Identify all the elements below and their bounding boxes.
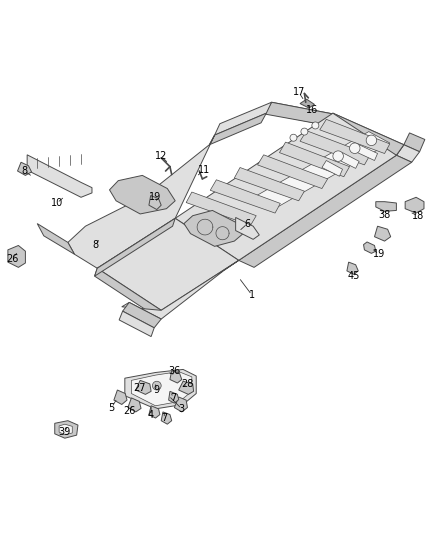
Polygon shape	[300, 131, 370, 165]
Polygon shape	[186, 192, 256, 225]
Polygon shape	[18, 162, 32, 175]
Polygon shape	[125, 369, 196, 409]
Polygon shape	[149, 406, 160, 418]
Polygon shape	[234, 167, 304, 201]
Text: 4: 4	[148, 410, 154, 421]
Circle shape	[312, 122, 319, 129]
Text: 18: 18	[412, 211, 424, 221]
Polygon shape	[179, 381, 194, 394]
Circle shape	[152, 381, 161, 390]
Text: 12: 12	[155, 151, 167, 161]
Polygon shape	[356, 145, 378, 160]
Circle shape	[301, 128, 308, 135]
Polygon shape	[136, 381, 151, 394]
Polygon shape	[122, 260, 239, 319]
Circle shape	[350, 143, 360, 154]
Polygon shape	[210, 180, 280, 213]
Text: 10: 10	[51, 198, 63, 208]
Polygon shape	[320, 119, 390, 154]
Polygon shape	[55, 421, 78, 438]
Text: 7: 7	[161, 414, 167, 424]
Text: 26: 26	[123, 406, 135, 416]
Text: 28: 28	[181, 379, 194, 389]
Polygon shape	[266, 102, 334, 125]
Text: 8: 8	[92, 240, 99, 251]
Text: 8: 8	[21, 166, 27, 176]
Polygon shape	[123, 302, 161, 328]
Text: 11: 11	[198, 165, 210, 175]
Text: 26: 26	[6, 254, 18, 264]
Polygon shape	[114, 390, 127, 405]
Polygon shape	[300, 99, 314, 108]
Text: 45: 45	[348, 271, 360, 281]
Polygon shape	[27, 155, 92, 197]
Text: 19: 19	[373, 249, 385, 259]
Text: 3: 3	[179, 404, 185, 414]
Text: 27: 27	[133, 383, 145, 393]
Polygon shape	[279, 142, 350, 177]
Text: 16: 16	[306, 104, 318, 115]
Polygon shape	[265, 102, 334, 125]
Text: 17: 17	[293, 87, 305, 97]
Polygon shape	[161, 412, 172, 424]
Polygon shape	[209, 113, 266, 145]
Polygon shape	[258, 155, 328, 189]
Text: 19: 19	[149, 192, 162, 203]
Polygon shape	[239, 155, 412, 268]
Polygon shape	[149, 196, 161, 209]
Polygon shape	[68, 135, 215, 268]
Polygon shape	[325, 113, 404, 155]
Text: 39: 39	[59, 427, 71, 437]
Text: 6: 6	[244, 219, 251, 229]
Polygon shape	[37, 223, 74, 254]
Polygon shape	[396, 145, 420, 162]
Text: 38: 38	[378, 210, 391, 220]
Text: 7: 7	[170, 393, 176, 403]
Polygon shape	[175, 113, 396, 260]
Polygon shape	[95, 219, 175, 276]
Polygon shape	[405, 197, 424, 213]
Polygon shape	[364, 242, 376, 253]
Polygon shape	[325, 113, 404, 155]
Polygon shape	[322, 160, 343, 176]
Text: 9: 9	[154, 385, 160, 395]
Polygon shape	[404, 133, 425, 152]
Polygon shape	[59, 424, 72, 435]
Text: 36: 36	[168, 366, 180, 376]
Polygon shape	[110, 175, 175, 214]
Polygon shape	[376, 201, 396, 211]
Polygon shape	[338, 152, 359, 168]
Circle shape	[290, 134, 297, 141]
Polygon shape	[374, 226, 391, 241]
Circle shape	[333, 151, 343, 161]
Polygon shape	[128, 398, 141, 412]
Circle shape	[366, 135, 377, 146]
Text: 1: 1	[249, 290, 255, 300]
Polygon shape	[170, 371, 182, 383]
Polygon shape	[251, 132, 390, 211]
Polygon shape	[169, 391, 179, 403]
Polygon shape	[184, 211, 243, 246]
Polygon shape	[174, 397, 187, 412]
Polygon shape	[119, 311, 154, 336]
Polygon shape	[215, 102, 272, 135]
Text: 5: 5	[109, 402, 115, 413]
Polygon shape	[95, 268, 161, 318]
Polygon shape	[347, 262, 358, 274]
Polygon shape	[8, 246, 25, 268]
Polygon shape	[131, 372, 192, 406]
Polygon shape	[236, 217, 259, 239]
Polygon shape	[97, 219, 239, 310]
